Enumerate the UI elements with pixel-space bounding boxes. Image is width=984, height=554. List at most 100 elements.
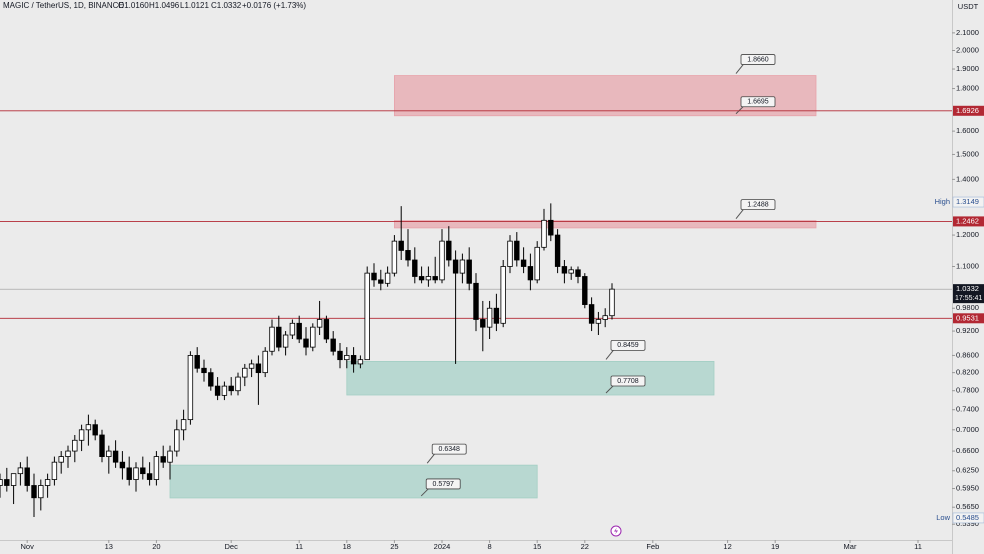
price-label-bg: [953, 313, 984, 324]
y-tick-label: 1.5000: [956, 149, 979, 158]
callout-label: 0.7708: [617, 378, 639, 385]
candle-body: [527, 266, 534, 281]
candle-body: [452, 259, 459, 274]
x-tick-label: 20: [152, 542, 160, 551]
x-tick-label: 13: [105, 542, 113, 551]
candle-body: [357, 359, 364, 365]
y-tick-label: 0.7800: [956, 386, 979, 395]
y-tick-label: 0.9800: [956, 303, 979, 312]
header: MAGIC / TetherUS, 1D, BINANCE: [3, 1, 124, 10]
candle-body: [289, 322, 296, 336]
x-tick-label: 15: [533, 542, 541, 551]
callout-label: 0.8459: [617, 342, 639, 349]
candle-body: [350, 355, 357, 365]
x-tick-label: Mar: [844, 542, 857, 551]
candle-body: [140, 467, 146, 475]
price-label-bg: [953, 216, 984, 227]
x-tick-label: 19: [771, 542, 779, 551]
candle-body: [595, 319, 602, 324]
candle-body: [405, 250, 411, 261]
callout-box: [610, 375, 646, 387]
x-tick-label: Nov: [21, 542, 35, 551]
y-tick-label: 0.9200: [956, 326, 979, 335]
callout-pointer: [605, 349, 615, 360]
candle-body: [323, 319, 330, 340]
candle-body: [58, 456, 64, 463]
candle-body: [208, 372, 214, 387]
x-tick-label: 12: [723, 542, 731, 551]
candle-body: [425, 276, 432, 281]
zones: 1.8660 1.6695 1.2488 0.8459 0.7708 0.6348 0.57…: [169, 54, 817, 499]
callout-box: [740, 54, 776, 65]
price-label: 1.6926: [956, 106, 979, 115]
candle-body: [439, 240, 445, 281]
candle-body: [500, 266, 506, 324]
currency: USDT: [958, 2, 979, 11]
price-label: 1.2462: [956, 216, 979, 225]
candle-body: [473, 282, 479, 320]
candle-body: [276, 326, 282, 348]
candle-body: [582, 276, 588, 305]
candle-body: [520, 259, 527, 267]
x-tick-label: Dec: [225, 542, 239, 551]
callout-pointer: [735, 208, 745, 219]
zone: [393, 220, 817, 229]
candle-body: [466, 259, 472, 284]
extreme-label-bg: [952, 196, 984, 208]
x-tick-label: 2024: [434, 542, 451, 551]
ohlc-value: L1.0121: [180, 1, 209, 10]
last-price-bg: [953, 284, 984, 304]
candle-body: [432, 276, 438, 281]
y-tick-label: 1.2000: [956, 230, 979, 239]
candle-body: [398, 240, 404, 251]
candle-body: [371, 272, 377, 281]
candle-body: [78, 429, 85, 441]
ohlc-value: C1.0332: [211, 1, 242, 10]
candle-body: [119, 461, 126, 469]
candle-body: [548, 219, 554, 236]
candle-body: [85, 424, 92, 431]
candle-body: [228, 385, 234, 392]
candle-body: [44, 479, 51, 486]
candle-body: [242, 367, 248, 378]
zone: [169, 464, 538, 499]
candle-body: [194, 355, 200, 369]
candle-body: [534, 246, 540, 281]
candle-body: [126, 467, 132, 480]
candle-body: [92, 424, 98, 436]
candle-body: [330, 338, 336, 352]
candle-body: [187, 355, 194, 421]
y-tick-label: 0.5390: [956, 519, 979, 528]
symbol: MAGIC / TetherUS, 1D, BINANCE: [3, 1, 124, 10]
candle-body: [0, 479, 3, 486]
x-tick-label: 25: [390, 542, 398, 551]
candle-body: [575, 269, 581, 277]
candle-body: [17, 467, 24, 475]
candle-body: [588, 304, 595, 324]
y-tick-label: 1.8000: [956, 84, 979, 93]
candle-body: [167, 450, 173, 463]
callout-box: [740, 96, 776, 108]
candle-body: [541, 219, 547, 248]
extreme-value: 1.3149: [956, 197, 979, 206]
candle-body: [459, 259, 466, 274]
candle-body: [269, 326, 275, 352]
zone: [346, 361, 715, 396]
candle-body: [112, 450, 119, 463]
candle-body: [344, 355, 350, 361]
y-tick-label: 1.1000: [956, 261, 979, 270]
y-tick-label: 0.8200: [956, 368, 979, 377]
callout-label: 0.5797: [432, 481, 454, 488]
change: +0.0176 (+1.73%): [242, 1, 306, 10]
countdown: 17:55:41: [955, 295, 982, 302]
candle-body: [10, 473, 17, 486]
candle-body: [514, 240, 520, 261]
candle-body: [561, 266, 568, 274]
candle-body: [391, 240, 398, 274]
candle-body: [480, 319, 486, 328]
candle-body: [72, 439, 78, 452]
candle-body: [255, 363, 262, 374]
candle-body: [4, 479, 10, 486]
y-tick-label: 0.5950: [956, 484, 979, 493]
